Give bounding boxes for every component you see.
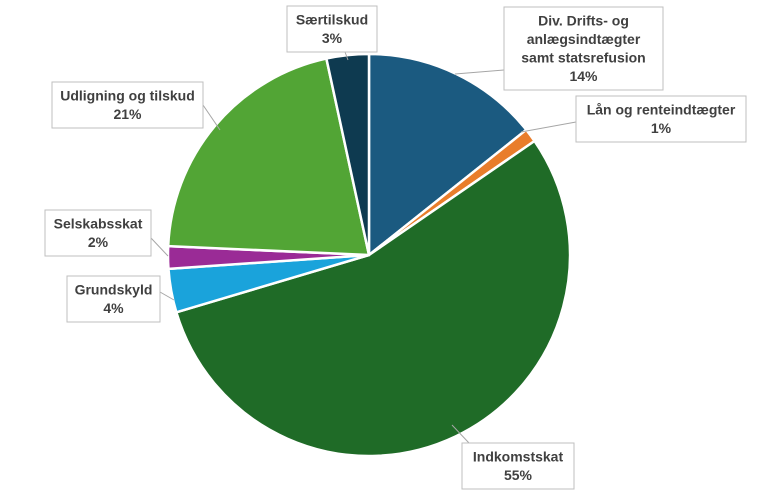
- pie-slice-særtilskud: [325, 52, 371, 257]
- leader-line: [451, 424, 470, 444]
- data-label: Grundskyld 4%: [66, 275, 161, 323]
- data-label-category: Grundskyld: [75, 282, 153, 298]
- data-label-percent: 55%: [504, 467, 533, 483]
- data-label: Div. Drifts- og anlægsindtægter samt stats…: [503, 6, 664, 91]
- data-label-percent: 4%: [103, 300, 124, 316]
- data-label-box: [286, 5, 378, 53]
- data-label-box: [44, 209, 152, 257]
- pie-slice-indkomstskat: [175, 139, 572, 458]
- data-label-box: [66, 275, 161, 323]
- leader-line: [520, 121, 577, 133]
- data-label-percent: 1%: [651, 120, 672, 136]
- pie-slices: [166, 52, 572, 458]
- data-label-category: Indkomstskat: [473, 449, 564, 465]
- data-label-category: anlægsindtægter: [527, 31, 641, 47]
- leader-line: [150, 237, 169, 257]
- data-label-percent: 14%: [569, 68, 598, 84]
- data-label: Selskabsskat 2%: [44, 209, 152, 257]
- data-label-category: samt statsrefusion: [521, 50, 645, 66]
- data-label-category: Udligning og tilskud: [60, 88, 195, 104]
- data-label: Udligning og tilskud 21%: [51, 81, 204, 129]
- data-label-category: Div. Drifts- og: [538, 13, 629, 29]
- leader-line: [159, 291, 175, 301]
- data-label-category: Selskabsskat: [54, 216, 143, 232]
- data-label-box: [461, 442, 575, 490]
- data-label-box: [503, 6, 664, 91]
- data-label-percent: 21%: [113, 106, 142, 122]
- data-label-category: Lån og renteindtægter: [587, 102, 736, 118]
- leader-lines: [150, 51, 577, 444]
- data-labels: Div. Drifts- og anlægsindtægter samt stats…: [44, 5, 747, 490]
- pie-slice-udligning-og-tilskud: [166, 57, 371, 257]
- leader-line: [202, 104, 221, 131]
- leader-line: [454, 69, 505, 75]
- data-label-percent: 3%: [322, 30, 343, 46]
- data-label-category: Særtilskud: [296, 12, 368, 28]
- data-label-percent: 2%: [88, 234, 109, 250]
- data-label: Indkomstskat 55%: [461, 442, 575, 490]
- leader-line: [344, 51, 349, 61]
- data-label-box: [575, 95, 747, 143]
- data-label: Lån og renteindtægter 1%: [575, 95, 747, 143]
- data-label-box: [51, 81, 204, 129]
- data-label: Særtilskud 3%: [286, 5, 378, 53]
